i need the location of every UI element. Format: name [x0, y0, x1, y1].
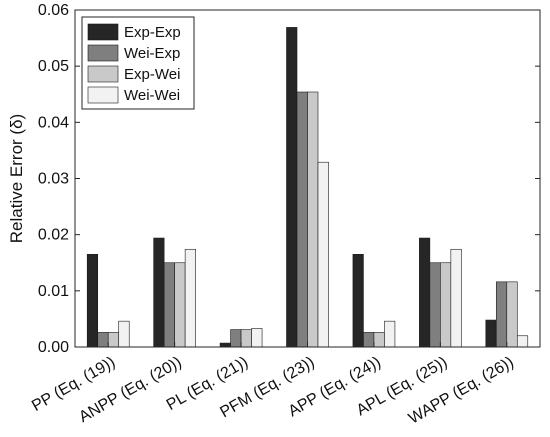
legend-label: Wei-Wei — [124, 87, 180, 104]
bar-wei-exp-6 — [495, 281, 508, 348]
bar-wei-wei-6 — [516, 335, 529, 348]
bar-exp-exp-4 — [352, 254, 364, 348]
bar-exp-wei-0 — [107, 332, 120, 348]
legend-label: Exp-Exp — [124, 24, 181, 41]
y-tick-label: 0.01 — [38, 283, 69, 300]
bar-wei-wei-4 — [384, 320, 396, 348]
legend: Exp-Exp Wei-Exp Exp-Wei Wei-Wei — [81, 16, 195, 110]
bar-exp-exp-6 — [485, 319, 497, 348]
bar-exp-wei-3 — [307, 91, 319, 348]
y-tick-label: 0.00 — [38, 339, 69, 356]
y-tick-label: 0.04 — [38, 114, 69, 131]
legend-label: Wei-Exp — [124, 45, 180, 62]
y-tick-label: 0.06 — [38, 2, 69, 19]
bar-exp-exp-3 — [286, 27, 298, 348]
bar-wei-exp-1 — [163, 262, 175, 348]
y-tick-label: 0.05 — [38, 58, 69, 75]
bar-exp-wei-4 — [373, 332, 385, 348]
y-tick-label: 0.03 — [38, 171, 69, 188]
bar-exp-wei-2 — [240, 329, 252, 348]
bar-wei-exp-4 — [363, 332, 375, 348]
bar-wei-exp-2 — [230, 329, 242, 348]
bar-exp-exp-1 — [153, 237, 165, 348]
bar-wei-wei-3 — [317, 161, 329, 348]
legend-swatch — [87, 23, 119, 41]
bar-wei-exp-3 — [296, 91, 308, 348]
x-axis: PP (Eq. (19))ANPP (Eq. (20))PL (Eq. (21)… — [29, 342, 517, 428]
bar-exp-wei-1 — [174, 262, 186, 348]
legend-swatch — [87, 86, 119, 104]
bar-exp-exp-2 — [219, 342, 231, 348]
y-tick-label: 0.02 — [38, 227, 69, 244]
legend-swatch — [87, 44, 119, 62]
y-axis: 0.00 0.01 0.02 0.03 0.04 0.05 0.06 — [38, 2, 540, 356]
bars-group — [86, 27, 529, 348]
bar-exp-exp-0 — [86, 254, 99, 348]
bar-wei-exp-0 — [97, 332, 109, 348]
bar-exp-wei-6 — [506, 281, 518, 348]
bar-wei-wei-1 — [184, 248, 196, 348]
legend-label: Exp-Wei — [124, 66, 180, 83]
y-axis-title: Relative Error (δ) — [7, 114, 26, 243]
bar-wei-wei-0 — [118, 320, 130, 348]
bar-wei-exp-5 — [429, 262, 441, 348]
bar-wei-wei-5 — [450, 248, 462, 348]
legend-swatch — [87, 65, 119, 83]
bar-wei-wei-2 — [251, 328, 263, 348]
bar-exp-wei-5 — [440, 262, 452, 348]
bar-exp-exp-5 — [419, 237, 431, 348]
